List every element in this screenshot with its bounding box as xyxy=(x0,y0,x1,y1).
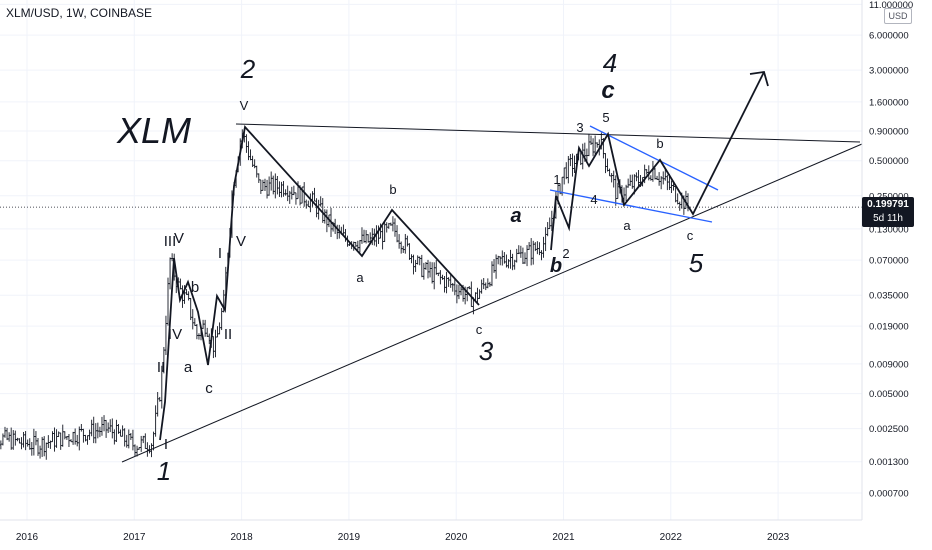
y-tick-label: 0.002500 xyxy=(869,424,909,435)
y-tick-label: 3.000000 xyxy=(869,66,909,77)
y-tick-label: 0.070000 xyxy=(869,256,909,267)
x-tick-label: 2020 xyxy=(445,532,468,543)
wave-label: III xyxy=(164,233,177,250)
wave-label: a xyxy=(510,205,521,227)
wave-label: c xyxy=(687,228,694,243)
y-tick-label: 0.900000 xyxy=(869,127,909,138)
wave-label: 3 xyxy=(479,336,494,366)
wave-label: 3 xyxy=(576,120,583,135)
y-tick-label: 6.000000 xyxy=(869,31,909,42)
upper-trendline xyxy=(235,123,861,143)
price-axis-labels: 11.000000 6.000000 3.000000 1.600000 0.90000… xyxy=(869,0,913,500)
wave-label: 1 xyxy=(157,456,171,486)
wave-label: 4 xyxy=(603,48,617,78)
x-tick-label: 2022 xyxy=(660,532,683,543)
wave-label: c xyxy=(601,77,614,104)
wave-label: b xyxy=(550,255,562,277)
wave-label: I xyxy=(164,436,168,453)
wave-label: a xyxy=(184,359,193,376)
y-tick-label: 0.130000 xyxy=(869,224,909,235)
wave-label: 1 xyxy=(553,172,560,187)
wave-label: V xyxy=(174,230,184,247)
symbol-title: XLM/USD, 1W, COINBASE xyxy=(6,6,153,20)
wave-label: b xyxy=(656,136,663,151)
wave-label: V xyxy=(236,233,246,250)
wave-path-main xyxy=(159,125,480,441)
wave-label: 5 xyxy=(689,248,704,278)
chart-grid xyxy=(0,0,862,520)
last-price-value: 0.199791 xyxy=(867,199,909,210)
bar-countdown: 5d 11h xyxy=(873,213,903,224)
wave-label: II xyxy=(224,326,232,343)
y-tick-label: 0.035000 xyxy=(869,291,909,302)
wave-label: b xyxy=(389,182,396,197)
time-axis-labels: 2016 2017 2018 2019 2020 2021 2022 2023 xyxy=(16,532,790,543)
last-price-tag: 0.199791 5d 11h xyxy=(862,197,914,227)
wave-label: 2 xyxy=(562,246,569,261)
wave-label: c xyxy=(205,380,213,397)
wedge-top-line xyxy=(589,125,719,191)
y-tick-label: 11.000000 xyxy=(869,0,913,11)
wave-label: 5 xyxy=(602,110,609,125)
axes: 2016 2017 2018 2019 2020 2021 2022 2023 11.0000… xyxy=(0,0,913,543)
x-tick-label: 2023 xyxy=(767,532,790,543)
currency-button[interactable]: USD xyxy=(884,8,912,24)
wave-label: a xyxy=(356,270,364,285)
wave-label: b xyxy=(191,279,199,296)
y-tick-label: 1.600000 xyxy=(869,97,909,108)
projection-arrowhead xyxy=(749,70,769,87)
lower-trendline xyxy=(121,143,863,463)
y-tick-label: 0.019000 xyxy=(869,322,909,333)
x-tick-label: 2021 xyxy=(552,532,575,543)
wave-path-recent xyxy=(550,71,765,251)
wave-label: a xyxy=(623,218,631,233)
wave-label: 2 xyxy=(240,54,256,84)
y-tick-label: 0.005000 xyxy=(869,389,909,400)
drawing-lines xyxy=(121,70,863,463)
wave-label: IV xyxy=(168,326,182,343)
wave-label: I xyxy=(218,245,222,262)
chart-title: XLM xyxy=(116,110,191,151)
x-tick-label: 2016 xyxy=(16,532,39,543)
y-tick-label: 0.250000 xyxy=(869,191,909,202)
x-tick-label: 2019 xyxy=(338,532,361,543)
y-tick-label: 0.000700 xyxy=(869,489,909,500)
x-tick-label: 2017 xyxy=(123,532,146,543)
wedge-bottom-line xyxy=(549,189,713,223)
wave-label: II xyxy=(157,359,165,376)
ohlc-bars xyxy=(0,129,690,460)
wave-label: c xyxy=(476,322,483,337)
wave-label: V xyxy=(240,98,249,113)
y-tick-label: 0.009000 xyxy=(869,359,909,370)
y-tick-label: 0.500000 xyxy=(869,156,909,167)
x-tick-label: 2018 xyxy=(230,532,253,543)
y-tick-label: 0.001300 xyxy=(869,457,909,468)
wave-label: 4 xyxy=(590,192,597,207)
